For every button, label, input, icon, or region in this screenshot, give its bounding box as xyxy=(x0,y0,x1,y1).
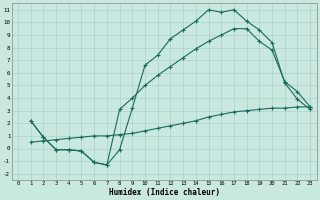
X-axis label: Humidex (Indice chaleur): Humidex (Indice chaleur) xyxy=(108,188,220,197)
